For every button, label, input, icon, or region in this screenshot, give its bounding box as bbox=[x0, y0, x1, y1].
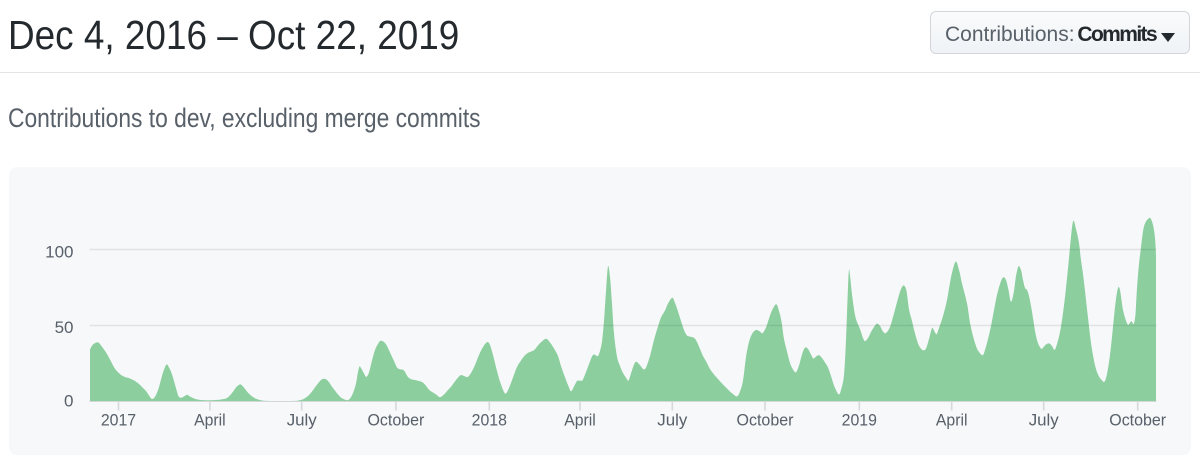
svg-text:2018: 2018 bbox=[472, 411, 507, 430]
svg-text:July: July bbox=[1029, 411, 1059, 430]
svg-text:July: July bbox=[657, 411, 687, 430]
svg-text:2017: 2017 bbox=[101, 411, 136, 430]
svg-text:April: April bbox=[194, 411, 226, 430]
svg-text:0: 0 bbox=[64, 392, 73, 411]
svg-text:2019: 2019 bbox=[842, 411, 877, 430]
svg-text:50: 50 bbox=[55, 318, 74, 337]
svg-text:October: October bbox=[737, 411, 794, 430]
svg-text:April: April bbox=[564, 411, 596, 430]
svg-text:July: July bbox=[287, 411, 317, 430]
svg-text:October: October bbox=[367, 411, 424, 430]
svg-text:April: April bbox=[936, 411, 968, 430]
svg-text:100: 100 bbox=[45, 243, 73, 262]
svg-text:October: October bbox=[1109, 411, 1166, 430]
